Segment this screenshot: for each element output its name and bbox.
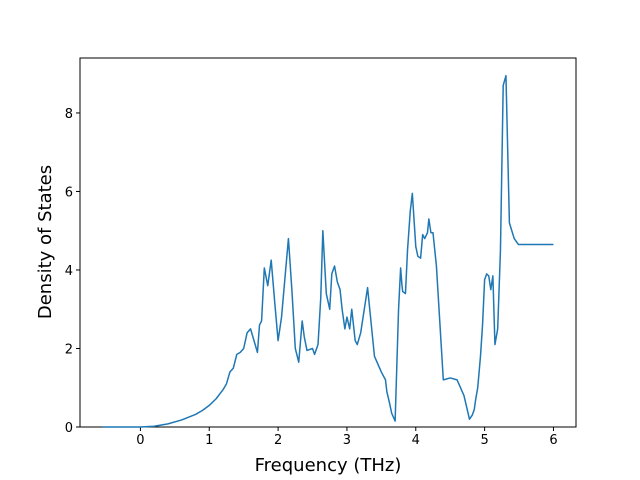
x-tick-label: 0: [136, 433, 144, 448]
x-axis-label: Frequency (THz): [255, 455, 402, 476]
y-axis-label: Density of States: [35, 165, 56, 319]
axes-frame: [79, 57, 577, 428]
x-tick-label: 4: [412, 433, 420, 448]
x-tick-label: 1: [205, 433, 213, 448]
y-tick-label: 8: [65, 107, 73, 122]
x-tick-label: 3: [343, 433, 351, 448]
line: [102, 74, 554, 428]
y-tick-label: 2: [65, 342, 73, 357]
y-tick-label: 4: [65, 264, 73, 279]
x-tick-label: 5: [480, 433, 488, 448]
x-tick-label: 2: [274, 433, 282, 448]
y-tick-label: 0: [65, 421, 73, 436]
y-tick-label: 6: [65, 185, 73, 200]
x-tick-label: 6: [549, 433, 557, 448]
